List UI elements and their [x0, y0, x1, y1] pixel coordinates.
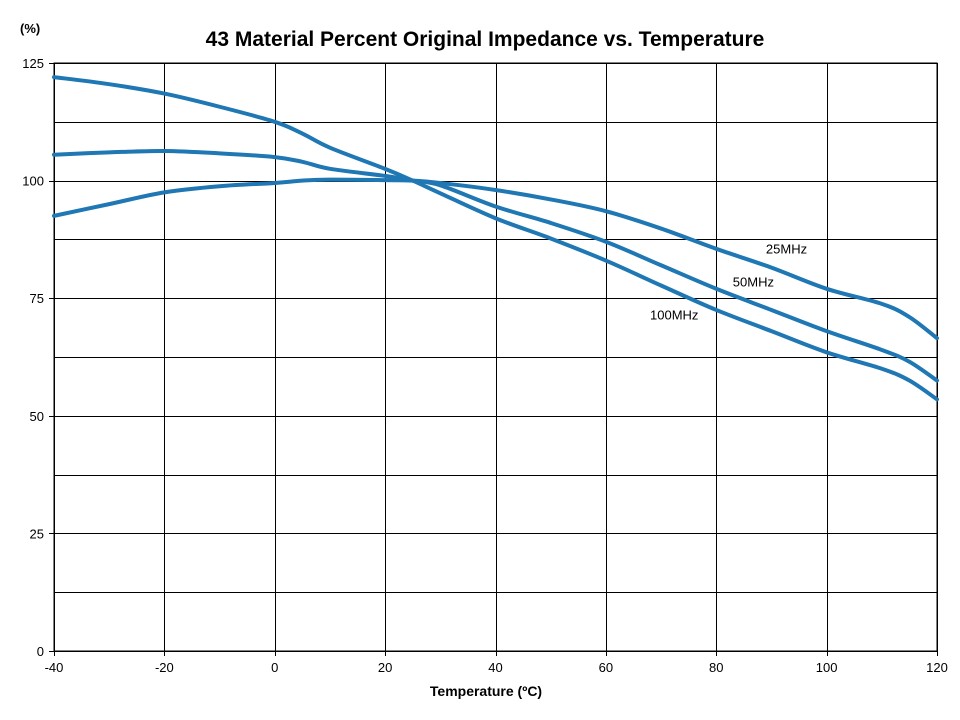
y-tick-label: 50 — [30, 409, 44, 424]
series-label-25mhz: 25MHz — [766, 242, 807, 257]
series-line-100mhz — [52, 75, 939, 402]
x-tick-label: 0 — [271, 660, 278, 675]
series-line-25mhz — [52, 177, 939, 341]
y-tick-label: 25 — [30, 526, 44, 541]
series-label-100mhz: 100MHz — [650, 307, 698, 322]
series-lines — [52, 75, 939, 402]
x-tick-label: -20 — [155, 660, 174, 675]
gridlines — [49, 63, 938, 656]
y-tick-label: 100 — [22, 174, 44, 189]
chart-title: 43 Material Percent Original Impedance v… — [206, 28, 765, 51]
y-tick-label: 125 — [22, 56, 44, 71]
series-label-50mhz: 50MHz — [733, 274, 774, 289]
y-axis-unit: (%) — [20, 21, 40, 36]
series-labels: 25MHz 50MHz 100MHz — [650, 242, 807, 323]
y-tick-label: 0 — [37, 644, 44, 659]
x-tick-label: 100 — [816, 660, 838, 675]
x-tick-label: 60 — [599, 660, 613, 675]
series-line-50mhz — [52, 148, 939, 383]
x-tick-label: -40 — [45, 660, 64, 675]
x-tick-label: 80 — [709, 660, 723, 675]
x-tick-label: 120 — [926, 660, 948, 675]
x-tick-label: 40 — [488, 660, 502, 675]
x-axis-label: Temperature (ºC) — [430, 683, 542, 699]
tick-labels: 0 25 50 75 100 125 -40 -20 0 20 40 60 80 100 120 — [22, 56, 948, 675]
x-tick-label: 20 — [378, 660, 392, 675]
y-tick-label: 75 — [30, 291, 44, 306]
